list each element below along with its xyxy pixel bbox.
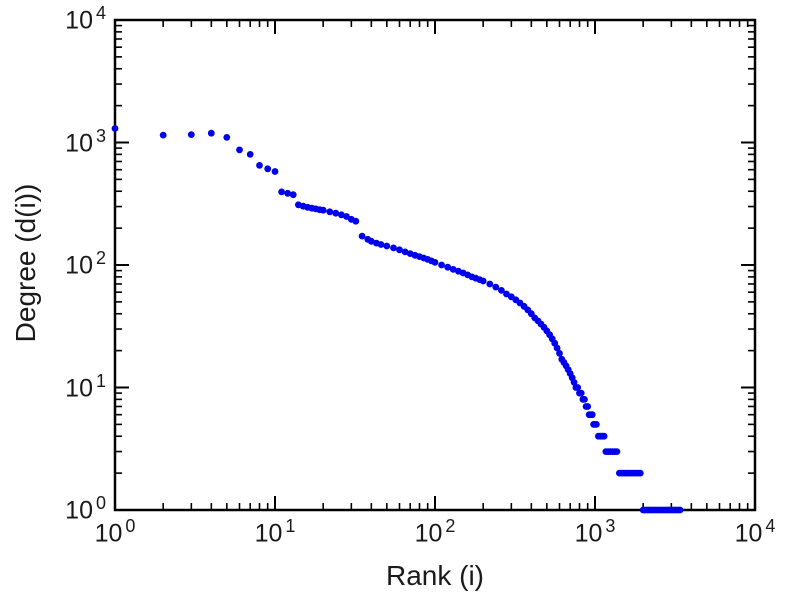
y-axis-label: Degree (d(i)) bbox=[10, 183, 41, 343]
data-point bbox=[187, 131, 195, 139]
data-point bbox=[332, 209, 340, 217]
x-tick-label: 10 4 bbox=[734, 516, 776, 548]
data-point bbox=[492, 283, 500, 291]
data-point bbox=[256, 162, 263, 169]
data-point bbox=[486, 280, 494, 288]
data-point bbox=[319, 206, 327, 214]
data-point bbox=[271, 168, 279, 175]
data-point bbox=[577, 389, 585, 397]
x-tick-label: 10 3 bbox=[574, 516, 616, 548]
x-tick-label: 10 0 bbox=[94, 516, 136, 548]
data-point bbox=[553, 344, 561, 352]
x-tick-label: 10 2 bbox=[414, 516, 456, 548]
data-point bbox=[570, 379, 578, 386]
data-point bbox=[584, 403, 592, 410]
y-tick-label: 10 0 bbox=[65, 493, 106, 525]
data-point bbox=[581, 396, 588, 403]
data-point bbox=[377, 241, 385, 248]
data-point bbox=[574, 384, 582, 391]
data-point bbox=[367, 237, 375, 245]
y-tick-label: 10 4 bbox=[65, 3, 106, 35]
data-point bbox=[401, 248, 409, 256]
data-point bbox=[383, 242, 391, 250]
data-point bbox=[431, 259, 439, 266]
y-tick-label: 10 3 bbox=[65, 125, 106, 158]
data-point bbox=[207, 129, 215, 137]
plot-frame bbox=[113, 18, 757, 512]
data-point bbox=[338, 211, 345, 219]
data-point bbox=[358, 232, 366, 240]
data-point bbox=[278, 188, 285, 196]
data-point bbox=[396, 246, 403, 254]
data-point bbox=[159, 131, 167, 139]
data-point bbox=[556, 350, 563, 357]
x-axis-label: Rank (i) bbox=[385, 560, 485, 591]
data-point bbox=[326, 208, 334, 216]
data-point bbox=[223, 134, 231, 141]
data-point bbox=[289, 191, 297, 199]
data-point bbox=[236, 146, 243, 154]
x-tick-label: 10 1 bbox=[254, 516, 296, 548]
data-point bbox=[588, 411, 596, 419]
data-point bbox=[676, 506, 684, 514]
data-point bbox=[498, 287, 505, 294]
y-tick-label: 10 2 bbox=[65, 248, 106, 280]
data-point bbox=[246, 151, 254, 158]
data-point bbox=[352, 217, 360, 225]
y-tick-label: 10 1 bbox=[65, 370, 106, 403]
data-point bbox=[264, 165, 272, 173]
data-point bbox=[636, 469, 644, 477]
data-point bbox=[444, 263, 452, 271]
data-point bbox=[600, 432, 608, 440]
data-point bbox=[438, 261, 445, 269]
data-point bbox=[613, 448, 621, 455]
data-point bbox=[284, 189, 292, 197]
data-point bbox=[449, 266, 457, 273]
data-point bbox=[479, 277, 487, 285]
data-point bbox=[593, 421, 600, 428]
data-point bbox=[390, 244, 397, 252]
data-point bbox=[111, 125, 119, 132]
